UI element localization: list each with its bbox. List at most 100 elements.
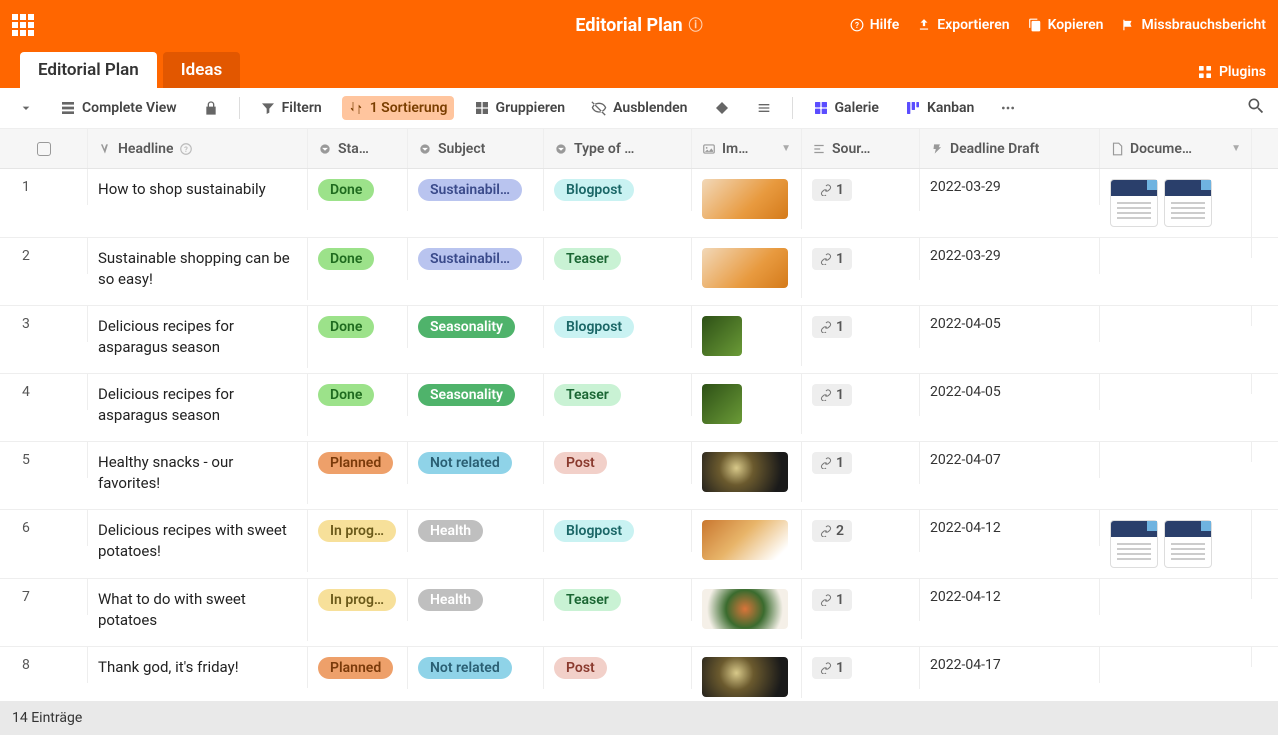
source-chip[interactable]: 2 <box>812 520 852 542</box>
col-headline[interactable]: Headline ? <box>88 129 308 168</box>
cell-subject[interactable]: Sustainabil… <box>408 169 544 211</box>
document-icon[interactable] <box>1164 520 1212 568</box>
chevron-down-icon[interactable]: ▼ <box>781 143 791 154</box>
cell-deadline[interactable]: 2022-04-05 <box>920 374 1100 410</box>
image-thumbnail[interactable] <box>702 179 788 219</box>
col-image[interactable]: Im… ▼ <box>692 129 802 168</box>
cell-deadline[interactable]: 2022-04-07 <box>920 442 1100 478</box>
cell-deadline[interactable]: 2022-03-29 <box>920 238 1100 274</box>
source-chip[interactable]: 1 <box>812 384 852 406</box>
cell-status[interactable]: Done <box>308 169 408 211</box>
cell-type[interactable]: Blogpost <box>544 169 692 211</box>
cell-sources[interactable]: 1 <box>802 579 920 621</box>
table-row[interactable]: 4 Delicious recipes for asparagus season… <box>0 374 1278 442</box>
table-row[interactable]: 5 Healthy snacks - our favorites! Planne… <box>0 442 1278 510</box>
cell-sources[interactable]: 1 <box>802 238 920 280</box>
more-icon[interactable] <box>994 96 1022 120</box>
cell-subject[interactable]: Seasonality <box>408 374 544 416</box>
doc-attachments[interactable] <box>1110 520 1212 568</box>
export-button[interactable]: Exportieren <box>917 17 1009 33</box>
cell-type[interactable]: Teaser <box>544 374 692 416</box>
lock-icon[interactable] <box>197 96 225 120</box>
document-icon[interactable] <box>1110 179 1158 227</box>
cell-headline[interactable]: How to shop sustainabily <box>88 169 308 210</box>
filter-button[interactable]: Filtern <box>254 96 328 120</box>
cell-type[interactable]: Blogpost <box>544 306 692 348</box>
cell-status[interactable]: Done <box>308 238 408 280</box>
cell-subject[interactable]: Not related <box>408 442 544 484</box>
cell-image[interactable] <box>692 442 802 502</box>
table-row[interactable]: 7 What to do with sweet potatoes In prog… <box>0 579 1278 647</box>
image-thumbnail[interactable] <box>702 589 788 629</box>
cell-subject[interactable]: Seasonality <box>408 306 544 348</box>
cell-headline[interactable]: Delicious recipes with sweet potatoes! <box>88 510 308 572</box>
image-thumbnail[interactable] <box>702 657 788 697</box>
copy-button[interactable]: Kopieren <box>1028 17 1104 33</box>
cell-status[interactable]: Planned <box>308 442 408 484</box>
cell-subject[interactable]: Not related <box>408 647 544 689</box>
cell-documents[interactable] <box>1100 647 1252 667</box>
info-icon[interactable]: ⓘ <box>689 15 703 35</box>
cell-status[interactable]: In prog… <box>308 579 408 621</box>
cell-image[interactable] <box>692 169 802 229</box>
col-documents[interactable]: Docume… ▼ <box>1100 129 1252 168</box>
cell-documents[interactable] <box>1100 579 1252 599</box>
cell-documents[interactable] <box>1100 374 1252 394</box>
image-thumbnail[interactable] <box>702 248 788 288</box>
sort-button[interactable]: 1 Sortierung <box>342 96 454 120</box>
cell-headline[interactable]: Delicious recipes for asparagus season <box>88 306 308 368</box>
cell-deadline[interactable]: 2022-04-12 <box>920 510 1100 546</box>
cell-type[interactable]: Teaser <box>544 579 692 621</box>
cell-subject[interactable]: Sustainabil… <box>408 238 544 280</box>
source-chip[interactable]: 1 <box>812 589 852 611</box>
cell-documents[interactable] <box>1100 442 1252 462</box>
table-row[interactable]: 2 Sustainable shopping can be so easy! D… <box>0 238 1278 306</box>
cell-documents[interactable] <box>1100 238 1252 258</box>
col-status[interactable]: Sta… <box>308 129 408 168</box>
view-options-icon[interactable] <box>12 96 40 120</box>
table-row[interactable]: 8 Thank god, it's friday! Planned Not re… <box>0 647 1278 698</box>
cell-deadline[interactable]: 2022-04-12 <box>920 579 1100 615</box>
cell-sources[interactable]: 1 <box>802 647 920 689</box>
cell-sources[interactable]: 1 <box>802 442 920 484</box>
gallery-view-button[interactable]: Galerie <box>807 96 885 120</box>
col-checkbox[interactable] <box>0 129 88 168</box>
table-row[interactable]: 3 Delicious recipes for asparagus season… <box>0 306 1278 374</box>
cell-sources[interactable]: 1 <box>802 169 920 211</box>
view-selector[interactable]: Complete View <box>54 96 183 120</box>
cell-sources[interactable]: 2 <box>802 510 920 552</box>
table-row[interactable]: 6 Delicious recipes with sweet potatoes!… <box>0 510 1278 579</box>
cell-type[interactable]: Blogpost <box>544 510 692 552</box>
apps-menu-icon[interactable] <box>12 14 34 36</box>
cell-image[interactable] <box>692 510 802 570</box>
cell-documents[interactable] <box>1100 169 1252 237</box>
col-subject[interactable]: Subject <box>408 129 544 168</box>
cell-image[interactable] <box>692 374 802 434</box>
cell-deadline[interactable]: 2022-03-29 <box>920 169 1100 205</box>
cell-status[interactable]: Done <box>308 374 408 416</box>
source-chip[interactable]: 1 <box>812 248 852 270</box>
cell-type[interactable]: Teaser <box>544 238 692 280</box>
cell-image[interactable] <box>692 306 802 366</box>
cell-deadline[interactable]: 2022-04-17 <box>920 647 1100 683</box>
tab-editorial-plan[interactable]: Editorial Plan <box>20 52 157 88</box>
help-button[interactable]: ? Hilfe <box>850 17 900 33</box>
row-height-icon[interactable] <box>750 96 778 120</box>
cell-image[interactable] <box>692 579 802 639</box>
source-chip[interactable]: 1 <box>812 452 852 474</box>
source-chip[interactable]: 1 <box>812 179 852 201</box>
checkbox-icon[interactable] <box>37 142 51 156</box>
cell-headline[interactable]: What to do with sweet potatoes <box>88 579 308 641</box>
col-type[interactable]: Type of … <box>544 129 692 168</box>
cell-headline[interactable]: Healthy snacks - our favorites! <box>88 442 308 504</box>
abuse-report-button[interactable]: Missbrauchsbericht <box>1121 17 1266 33</box>
cell-status[interactable]: Planned <box>308 647 408 689</box>
image-thumbnail[interactable] <box>702 384 742 424</box>
tab-ideas[interactable]: Ideas <box>163 52 240 88</box>
document-icon[interactable] <box>1164 179 1212 227</box>
cell-status[interactable]: Done <box>308 306 408 348</box>
color-icon[interactable] <box>708 96 736 120</box>
hide-button[interactable]: Ausblenden <box>585 96 693 120</box>
cell-documents[interactable] <box>1100 306 1252 326</box>
table-row[interactable]: 1 How to shop sustainabily Done Sustaina… <box>0 169 1278 238</box>
